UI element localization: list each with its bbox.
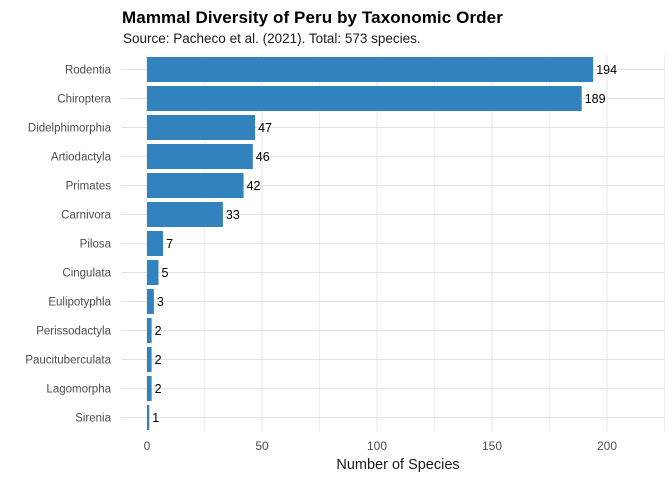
bar-rodentia (147, 57, 594, 82)
x-tick-label-150: 150 (482, 439, 502, 453)
value-label-lagomorpha: 2 (155, 382, 162, 396)
value-label-sirenia: 1 (152, 411, 159, 425)
value-label-chiroptera: 189 (585, 92, 606, 106)
x-tick-label-50: 50 (255, 439, 269, 453)
x-axis-title: Number of Species (336, 457, 459, 473)
bar-eulipotyphla (147, 289, 154, 314)
bar-cingulata (147, 260, 159, 285)
value-label-primates: 42 (247, 179, 261, 193)
bar-sirenia (147, 405, 150, 430)
value-label-rodentia: 194 (596, 63, 617, 77)
x-tick-label-0: 0 (144, 439, 151, 453)
value-label-carnivora: 33 (226, 208, 240, 222)
value-label-artiodactyla: 46 (256, 150, 270, 164)
category-label-sirenia: Sirenia (75, 413, 111, 425)
bar-artiodactyla (147, 144, 253, 169)
value-label-perissodactyla: 2 (155, 324, 162, 338)
bar-perissodactyla (147, 318, 152, 343)
bar-carnivora (147, 202, 223, 227)
bar-didelphimorphia (147, 115, 256, 140)
category-label-chiroptera: Chiroptera (57, 94, 111, 106)
value-label-cingulata: 5 (162, 266, 169, 280)
category-label-primates: Primates (66, 181, 112, 193)
category-label-rodentia: Rodentia (65, 65, 112, 77)
bar-lagomorpha (147, 376, 152, 401)
bar-chiroptera (147, 86, 582, 111)
value-label-paucituberculata: 2 (155, 353, 162, 367)
chart-subtitle: Source: Pacheco et al. (2021). Total: 57… (123, 31, 421, 46)
category-label-artiodactyla: Artiodactyla (51, 152, 112, 164)
category-label-carnivora: Carnivora (61, 210, 111, 222)
category-label-lagomorpha: Lagomorpha (46, 384, 111, 396)
category-label-eulipotyphla: Eulipotyphla (48, 297, 111, 309)
x-tick-label-200: 200 (597, 439, 617, 453)
category-label-cingulata: Cingulata (62, 268, 111, 280)
x-tick-label-100: 100 (367, 439, 387, 453)
category-label-didelphimorphia: Didelphimorphia (28, 123, 112, 135)
category-label-perissodactyla: Perissodactyla (36, 326, 111, 338)
bar-primates (147, 173, 244, 198)
category-label-pilosa: Pilosa (80, 239, 112, 251)
bar-paucituberculata (147, 347, 152, 372)
value-label-eulipotyphla: 3 (157, 295, 164, 309)
value-label-pilosa: 7 (166, 237, 173, 251)
bar-pilosa (147, 231, 164, 256)
category-label-paucituberculata: Paucituberculata (25, 355, 111, 367)
chart-title: Mammal Diversity of Peru by Taxonomic Or… (122, 8, 503, 27)
value-label-didelphimorphia: 47 (258, 121, 272, 135)
